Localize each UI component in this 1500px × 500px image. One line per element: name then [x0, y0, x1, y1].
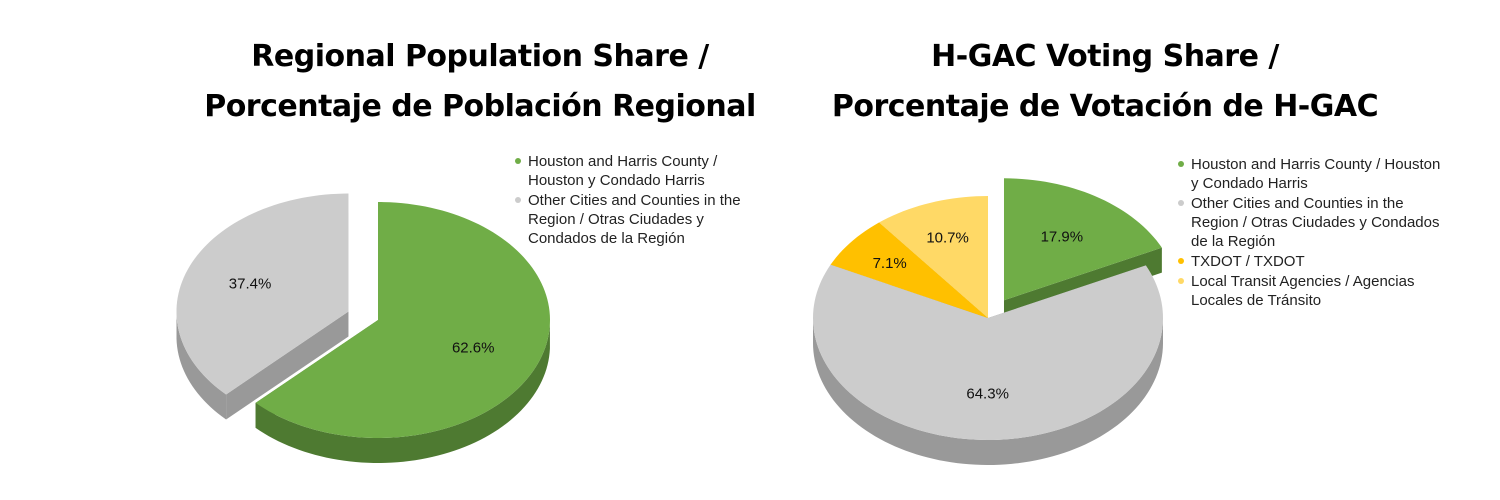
legend-item: Local Transit Agencies / Agencias Locales…: [1178, 272, 1458, 310]
legend-swatch: [515, 158, 521, 164]
legend-label: Houston and Harris County / Houston: [1191, 155, 1458, 174]
slice-value-label: 17.9%: [1041, 228, 1084, 245]
legend-label: Region / Otras Ciudades y: [528, 210, 785, 229]
legend-label: y Condado Harris: [1191, 174, 1458, 193]
legend-label: Condados de la Región: [528, 229, 785, 248]
legend-item: TXDOT / TXDOT: [1178, 252, 1458, 271]
legend-voting: Houston and Harris County / Houston y Con…: [1178, 155, 1458, 311]
legend-label: Locales de Tránsito: [1191, 291, 1458, 310]
slice-value-label: 64.3%: [966, 386, 1009, 403]
legend-item: Houston and Harris County / Houston y Con…: [1178, 155, 1458, 193]
legend-swatch: [1178, 278, 1184, 284]
legend-item: Other Cities and Counties in the Region /…: [515, 191, 785, 248]
slice-value-label: 7.1%: [873, 255, 907, 272]
legend-swatch: [1178, 258, 1184, 264]
slice-value-label: 10.7%: [926, 229, 969, 246]
legend-label: Other Cities and Counties in the: [528, 191, 785, 210]
legend-swatch: [515, 197, 521, 203]
legend-label: Local Transit Agencies / Agencias: [1191, 272, 1458, 291]
legend-label: Houston y Condado Harris: [528, 171, 785, 190]
legend-item: Houston and Harris County / Houston y Con…: [515, 152, 785, 190]
legend-label: Other Cities and Counties in the: [1191, 194, 1458, 213]
legend-swatch: [1178, 161, 1184, 167]
legend-item: Other Cities and Counties in the Region /…: [1178, 194, 1458, 251]
legend-swatch: [1178, 200, 1184, 206]
legend-label: de la Región: [1191, 232, 1458, 251]
legend-population: Houston and Harris County / Houston y Con…: [515, 152, 785, 249]
legend-label: Houston and Harris County /: [528, 152, 785, 171]
legend-label: Region / Otras Ciudades y Condados: [1191, 213, 1458, 232]
legend-label: TXDOT / TXDOT: [1191, 252, 1458, 271]
